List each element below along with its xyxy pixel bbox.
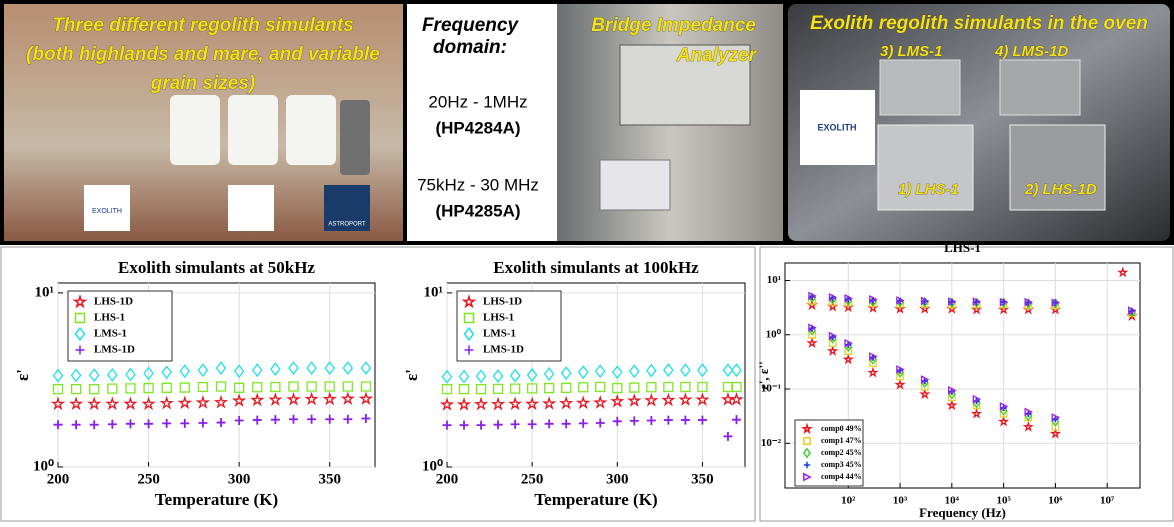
legend-label: LMS-1D (94, 344, 135, 356)
legend-label: comp4 44% (821, 472, 862, 481)
range: 75kHz - 30 MHz (417, 175, 539, 194)
x-tick-label: 250 (137, 471, 160, 487)
bottle (340, 100, 370, 175)
legend-label: comp1 47% (821, 436, 862, 445)
overlay-title: grain sizes) (150, 73, 256, 94)
overlay-title: Bridge Impedance (591, 15, 756, 36)
legend-label: LHS-1 (483, 312, 514, 324)
y-tick-label: 10⁰ (766, 328, 782, 340)
legend-label: LHS-1 (94, 312, 125, 324)
legend-label: comp2 45% (821, 448, 862, 457)
legend-label: LHS-1D (483, 296, 522, 308)
tray-label: 4) LMS-1D (994, 43, 1069, 60)
y-tick-label: 10⁰ (33, 458, 54, 474)
y-axis-label: ε' (402, 369, 421, 381)
logo (228, 185, 274, 231)
legend-label: LMS-1D (483, 344, 524, 356)
tray-label: 3) LMS-1 (880, 43, 943, 60)
y-tick-label: 10¹ (424, 284, 444, 300)
overlay-title: Three different regolith simulants (52, 15, 354, 36)
chart-title: LHS-1 (944, 240, 981, 255)
jar (170, 95, 220, 165)
x-tick-label: 10⁷ (1100, 495, 1115, 507)
chart-title: Exolith simulants at 50kHz (118, 258, 315, 277)
x-tick-label: 300 (228, 471, 251, 487)
tray (1000, 60, 1080, 115)
overlay-title: (both highlands and mare, and variable (26, 44, 380, 65)
heading: domain: (433, 37, 507, 58)
legend-label: LHS-1D (94, 296, 133, 308)
x-axis-label: Temperature (K) (534, 490, 657, 509)
y-axis-label: ε', ε'' (756, 361, 771, 389)
heading: Frequency (422, 15, 520, 36)
x-tick-label: 10⁶ (1048, 495, 1063, 507)
y-axis-label: ε' (13, 369, 32, 381)
model: (HP4284A) (435, 118, 520, 137)
range: 20Hz - 1MHz (428, 92, 527, 111)
legend-label: LMS-1 (483, 328, 516, 340)
x-tick-label: 300 (606, 471, 629, 487)
jar (228, 95, 278, 165)
overlay-title: Analyzer (676, 45, 758, 66)
legend-label: LMS-1 (94, 328, 127, 340)
chart-title: Exolith simulants at 100kHz (493, 258, 699, 277)
overlay-title: Exolith regolith simulants in the oven (810, 13, 1148, 34)
y-tick-label: 10¹ (767, 274, 781, 286)
x-axis-label: Temperature (K) (155, 490, 278, 509)
tray-label: 2) LHS-1D (1024, 181, 1097, 198)
x-tick-label: 350 (691, 471, 714, 487)
tray (880, 60, 960, 115)
x-tick-label: 10² (841, 495, 856, 507)
logo-text: EXOLITH (92, 208, 122, 215)
cell (600, 160, 670, 210)
x-tick-label: 350 (318, 471, 341, 487)
tray-label: 1) LHS-1 (898, 181, 959, 198)
y-tick-label: 10⁻² (761, 437, 782, 449)
jar (286, 95, 336, 165)
y-tick-label: 10⁰ (422, 458, 443, 474)
logo-text: ASTROPORT (328, 222, 366, 228)
x-tick-label: 10³ (893, 495, 908, 507)
y-tick-label: 10¹ (35, 284, 55, 300)
x-tick-label: 250 (521, 471, 544, 487)
model: (HP4285A) (435, 201, 520, 220)
legend-label: comp3 45% (821, 460, 862, 469)
page: EXOLITH ASTROPORT Three different regoli… (0, 0, 1174, 522)
logo-text: EXOLITH (817, 122, 856, 132)
legend-label: comp0 49% (821, 424, 862, 433)
x-axis-label: Frequency (Hz) (919, 505, 1006, 520)
